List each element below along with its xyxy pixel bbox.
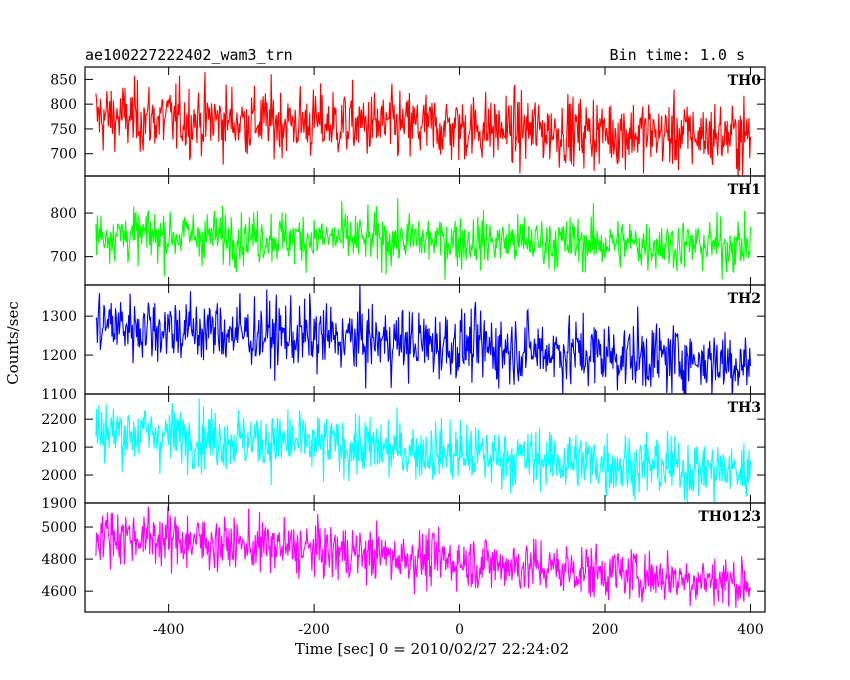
y-tick-label: 750 <box>50 122 77 138</box>
y-tick-label: 700 <box>50 147 77 163</box>
bin-time-label: Bin time: 1.0 s <box>610 46 745 64</box>
panel-label-th0123: TH0123 <box>698 509 761 525</box>
y-tick-label: 800 <box>50 97 77 113</box>
y-tick-label: 4800 <box>41 552 77 568</box>
x-tick-label: 400 <box>737 622 764 638</box>
series-line-th0123 <box>95 506 752 608</box>
y-tick-label: 800 <box>50 206 77 222</box>
series-line-th3 <box>95 398 752 503</box>
panel-label-th0: TH0 <box>728 73 762 89</box>
chart-title: ae100227222402_wam3_trn <box>85 46 293 64</box>
panel-th0: 700 750 800 850 TH0 <box>50 66 766 177</box>
panel-label-th2: TH2 <box>728 291 761 307</box>
x-tick-label: 0 <box>455 622 464 638</box>
y-tick-label: 5000 <box>41 520 77 536</box>
y-tick-label: 2100 <box>41 440 77 456</box>
panel-frame <box>84 502 766 613</box>
panel-label-th1: TH1 <box>728 182 761 198</box>
x-tick-label: -200 <box>298 622 329 638</box>
y-tick-label: 1200 <box>41 348 77 364</box>
y-tick-label: 700 <box>50 250 77 266</box>
panel-th0123: 4600 4800 5000 TH0123 <box>41 502 766 613</box>
y-axis-label: Counts/sec <box>4 301 22 385</box>
panel-th2: 1100 1200 1300 TH2 <box>41 284 766 403</box>
series-line-th1 <box>95 198 752 280</box>
series-line-th2 <box>95 285 752 394</box>
x-tick-label: 200 <box>592 622 619 638</box>
panel-frame <box>84 175 766 286</box>
y-tick-label: 2200 <box>41 412 77 428</box>
y-tick-label: 850 <box>50 72 77 88</box>
panel-th3: 1900 2000 2100 2200 TH3 <box>41 393 766 512</box>
x-axis-label: Time [sec] 0 = 2010/02/27 22:24:02 <box>295 640 569 658</box>
y-tick-label: 4600 <box>41 584 77 600</box>
y-tick-label: 1300 <box>41 309 77 325</box>
x-tick-label: -400 <box>153 622 184 638</box>
y-tick-label: 2000 <box>41 468 77 484</box>
y-tick-label: 1900 <box>41 496 77 512</box>
y-tick-label: 1100 <box>41 387 77 403</box>
series-line-th0 <box>95 72 752 176</box>
panel-label-th3: TH3 <box>728 400 761 416</box>
panel-th1: 700 800 TH1 <box>50 175 766 286</box>
